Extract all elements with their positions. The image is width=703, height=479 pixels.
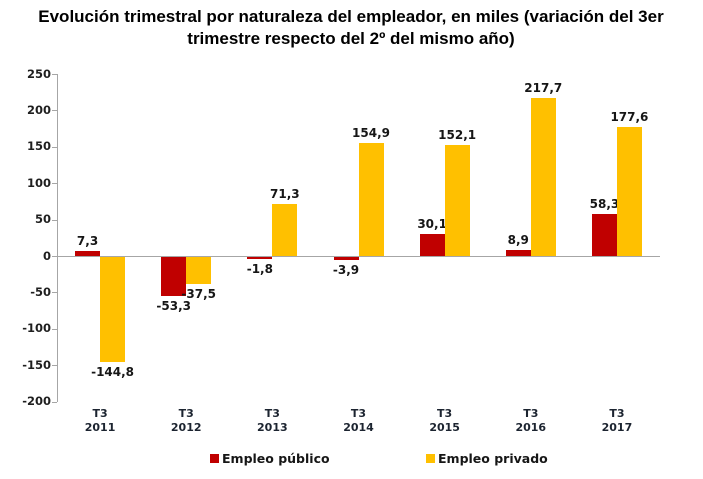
x-axis-label-2013: T3 2013	[257, 407, 288, 434]
bar-publico-2016	[505, 249, 531, 256]
y-axis-tick-label: -50	[30, 284, 51, 299]
bar-value-label-privado-2017: 177,6	[610, 109, 649, 124]
x-axis-label-2015: T3 2015	[429, 407, 460, 434]
bar-publico-2011	[75, 250, 101, 256]
x-axis-label-2011: T3 2011	[84, 407, 116, 434]
bar-value-label-publico-2011: 7,3	[76, 233, 99, 248]
y-axis-tick-label: 200	[26, 102, 51, 117]
bar-value-label-publico-2016: 8,9	[507, 232, 529, 247]
legend-swatch-publico-icon	[210, 454, 219, 463]
y-axis-tick-mark	[52, 146, 57, 148]
bar-value-label-publico-2015: 30,1	[417, 217, 447, 232]
y-axis-tick-label: -150	[22, 357, 51, 372]
legend-item-empleo-publico: Empleo público	[210, 451, 330, 466]
y-axis-tick-mark	[52, 74, 57, 75]
y-axis-tick-label: -200	[22, 394, 51, 409]
bar-value-label-publico-2013: -1,8	[246, 262, 273, 276]
x-axis-label-2016: T3 2016	[515, 407, 547, 434]
y-axis-tick-label: 100	[26, 175, 51, 190]
legend-label-empleo-publico: Empleo público	[222, 451, 330, 466]
bar-value-label-privado-2014: 154,9	[352, 126, 390, 141]
bar-value-label-publico-2017: 58,3	[589, 196, 620, 211]
bar-value-label-privado-2015: 152,1	[438, 128, 477, 143]
bar-privado-2011	[100, 257, 126, 363]
bar-privado-2017	[616, 126, 642, 256]
y-axis-tick-label: 0	[42, 248, 51, 263]
y-axis-tick-label: -100	[22, 321, 51, 336]
x-axis-label-2014: T3 2014	[343, 407, 374, 434]
bar-privado-2015	[444, 145, 470, 256]
x-axis-label-2017: T3 2017	[601, 407, 633, 434]
bar-privado-2014	[358, 143, 384, 256]
bar-privado-2016	[530, 97, 556, 256]
bar-value-label-privado-2016: 217,7	[524, 80, 563, 95]
bar-value-label-privado-2011: -144,8	[91, 365, 135, 380]
bar-value-label-publico-2012: -53,3	[156, 298, 191, 313]
bar-value-label-privado-2013: 71,3	[270, 187, 300, 202]
legend: Empleo público Empleo privado	[0, 449, 703, 469]
y-axis-tick-mark	[52, 292, 57, 294]
y-axis-tick-label: 50	[34, 212, 51, 227]
chart-title: Evolución trimestral por naturaleza del …	[38, 7, 664, 48]
bar-value-label-publico-2014: -3,9	[332, 262, 360, 277]
y-axis-tick-label: 250	[26, 66, 51, 81]
bar-value-label-privado-2012: -37,5	[181, 287, 216, 302]
legend-label-empleo-privado: Empleo privado	[438, 451, 548, 466]
y-axis-tick-mark	[52, 219, 57, 221]
y-axis-tick-mark	[52, 401, 57, 403]
bar-publico-2017	[591, 213, 617, 256]
y-axis-tick-mark	[52, 365, 57, 367]
y-axis-tick-mark	[52, 110, 57, 112]
y-axis-line	[57, 74, 58, 402]
bar-publico-2015	[419, 234, 445, 256]
y-axis-tick-mark	[52, 256, 57, 257]
bar-publico-2013	[247, 257, 273, 259]
bar-privado-2013	[272, 204, 298, 256]
bar-publico-2012	[161, 257, 187, 296]
bar-privado-2012	[186, 257, 212, 285]
y-axis-tick-label: 150	[26, 139, 51, 154]
x-axis-label-2012: T3 2012	[170, 407, 202, 434]
y-axis-tick-mark	[52, 183, 57, 185]
legend-swatch-privado-icon	[426, 454, 435, 463]
zero-baseline	[57, 256, 660, 257]
legend-item-empleo-privado: Empleo privado	[426, 451, 548, 466]
bar-publico-2014	[333, 257, 359, 260]
y-axis-tick-mark	[52, 328, 57, 330]
